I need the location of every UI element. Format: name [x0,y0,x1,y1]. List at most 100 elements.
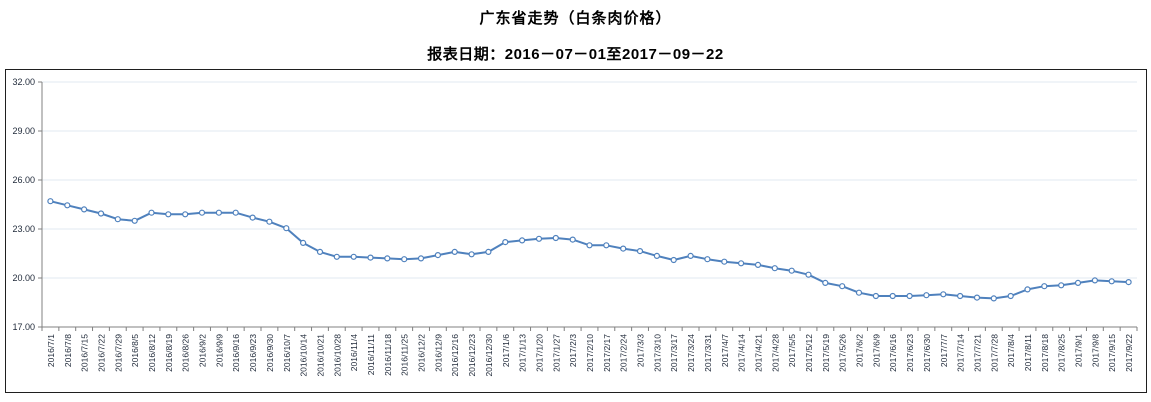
chart-subtitle: 报表日期：2016－07－01至2017－09－22 [427,46,724,63]
x-tick-label: 2017/5/12 [804,334,814,372]
y-tick-label: 17.00 [12,322,35,332]
x-tick-label: 2016/9/2 [198,334,208,367]
x-tick-label: 2016/12/23 [467,334,477,377]
x-tick-label: 2017/2/24 [619,334,629,372]
data-point-marker [670,256,677,264]
x-tick-label: 2016/7/8 [63,334,73,367]
x-tick-label: 2017/6/9 [871,334,881,367]
x-tick-label: 2017/7/7 [939,334,949,367]
data-point-marker [687,252,694,259]
data-point-marker [1074,279,1082,286]
x-tick-label: 2017/6/16 [888,334,898,372]
data-point-marker [754,261,762,268]
data-point-marker [1091,277,1099,284]
x-tick-label: 2016/8/12 [147,334,157,372]
data-point-marker [603,242,610,249]
data-point-marker [1041,283,1048,290]
x-tick-label: 2016/9/23 [248,334,258,372]
data-point-marker [923,292,930,299]
x-tick-label: 2017/7/21 [972,334,982,372]
x-tick-label: 2017/9/8 [1090,334,1100,367]
x-tick-label: 2016/10/21 [315,334,325,377]
data-point-marker [249,214,256,221]
x-tick-label: 2016/8/19 [164,334,174,372]
data-point-marker [485,248,492,255]
x-tick-label: 2016/7/22 [96,334,106,372]
data-point-marker [384,255,391,262]
data-point-marker [889,292,896,300]
data-point-marker [855,289,863,296]
data-point-marker [64,202,71,209]
data-point-marker [822,279,829,286]
y-tick-label: 20.00 [12,273,35,283]
x-tick-label: 2017/1/13 [518,334,528,372]
x-tick-label: 2017/3/10 [652,334,662,372]
data-point-marker [518,237,526,244]
x-tick-label: 2017/7/28 [989,334,999,372]
x-tick-label: 2016/7/1 [46,334,56,367]
data-point-marker [771,265,778,272]
data-point-marker [283,225,290,232]
x-tick-label: 2016/12/30 [484,334,494,377]
x-tick-label: 2017/5/5 [787,334,797,367]
x-tick-label: 2017/7/14 [956,334,966,372]
data-point-marker [788,267,795,274]
data-point-marker [1058,282,1065,289]
data-point-marker [367,254,374,261]
series-line [49,200,1130,300]
data-point-marker [805,271,812,278]
x-tick-label: 2017/6/2 [855,334,865,367]
x-tick-label: 2017/5/19 [821,334,831,372]
x-tick-label: 2017/3/17 [669,334,679,372]
x-tick-label: 2017/4/28 [770,334,780,372]
data-point-marker [97,210,105,217]
x-tick-label: 2016/10/7 [282,334,292,372]
data-point-marker [266,218,273,225]
x-tick-label: 2016/11/11 [366,334,376,376]
x-tick-label: 2017/8/4 [1006,334,1016,367]
x-tick-label: 2017/8/18 [1040,334,1050,372]
data-point-marker [872,292,880,300]
data-point-marker [148,209,155,216]
x-tick-label: 2017/9/15 [1107,334,1117,372]
x-tick-label: 2016/8/26 [181,334,191,372]
data-point-marker [401,256,408,263]
x-tick-label: 2016/7/15 [80,334,90,372]
data-point-marker [333,253,340,260]
data-point-marker [502,239,509,246]
data-point-marker [316,248,324,255]
x-tick-label: 2016/10/14 [299,334,309,377]
data-point-marker [451,248,458,255]
x-tick-label: 2016/12/9 [433,334,443,372]
x-tick-label: 2016/9/9 [214,334,224,367]
data-point-marker [552,234,559,242]
chart-title: 广东省走势（白条肉价格） [479,10,672,27]
data-point-marker [215,209,222,216]
data-point-marker [737,260,745,267]
data-point-marker [906,292,913,300]
data-point-marker [940,291,947,298]
data-point-marker [535,235,543,242]
x-tick-label: 2017/2/17 [602,334,612,372]
y-tick-label: 23.00 [12,224,35,234]
data-point-marker [417,255,425,262]
data-point-marker [653,252,661,259]
data-point-marker [468,251,475,258]
data-point-marker [182,211,189,218]
data-point-marker [721,258,728,265]
data-point-marker [131,217,138,224]
x-tick-label: 2016/9/16 [231,334,241,372]
y-tick-label: 29.00 [12,126,35,136]
data-point-marker [300,239,307,246]
data-point-marker [1007,292,1014,300]
x-tick-label: 2017/3/3 [636,334,646,367]
x-tick-label: 2017/4/7 [720,334,730,367]
data-point-marker [1024,286,1031,293]
x-tick-label: 2017/3/31 [703,334,713,372]
y-tick-label: 26.00 [12,175,35,185]
x-tick-label: 2016/12/2 [417,334,427,372]
data-point-marker [636,248,644,255]
x-tick-label: 2017/4/21 [753,334,763,372]
data-point-marker [47,198,54,205]
